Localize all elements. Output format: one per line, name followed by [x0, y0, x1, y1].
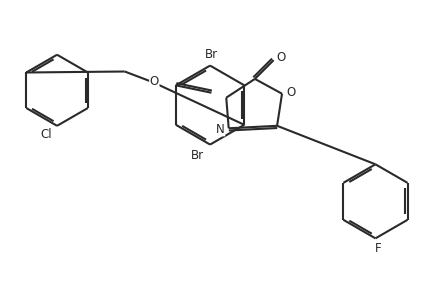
Text: O: O — [276, 51, 285, 64]
Text: O: O — [286, 86, 295, 99]
Text: Cl: Cl — [40, 128, 52, 141]
Text: O: O — [149, 75, 158, 88]
Text: N: N — [215, 123, 224, 136]
Text: Br: Br — [204, 48, 217, 61]
Text: Br: Br — [191, 149, 204, 162]
Text: F: F — [374, 242, 380, 255]
